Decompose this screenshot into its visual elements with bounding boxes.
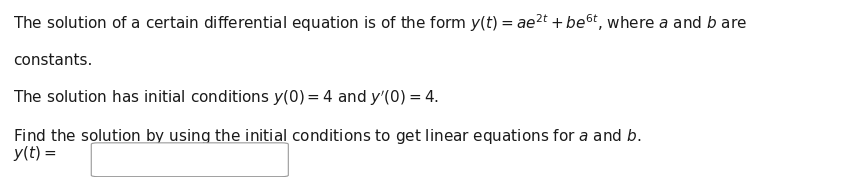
Text: The solution has initial conditions $y(0) = 4$ and $y'(0) = 4$.: The solution has initial conditions $y(0…	[13, 88, 439, 108]
Text: The solution of a certain differential equation is of the form $y(t) = ae^{2t} +: The solution of a certain differential e…	[13, 12, 746, 34]
Text: Find the solution by using the initial conditions to get linear equations for $a: Find the solution by using the initial c…	[13, 127, 641, 146]
Text: $y(t) =$: $y(t) =$	[13, 144, 56, 163]
FancyBboxPatch shape	[91, 143, 288, 177]
Text: constants.: constants.	[13, 53, 92, 68]
